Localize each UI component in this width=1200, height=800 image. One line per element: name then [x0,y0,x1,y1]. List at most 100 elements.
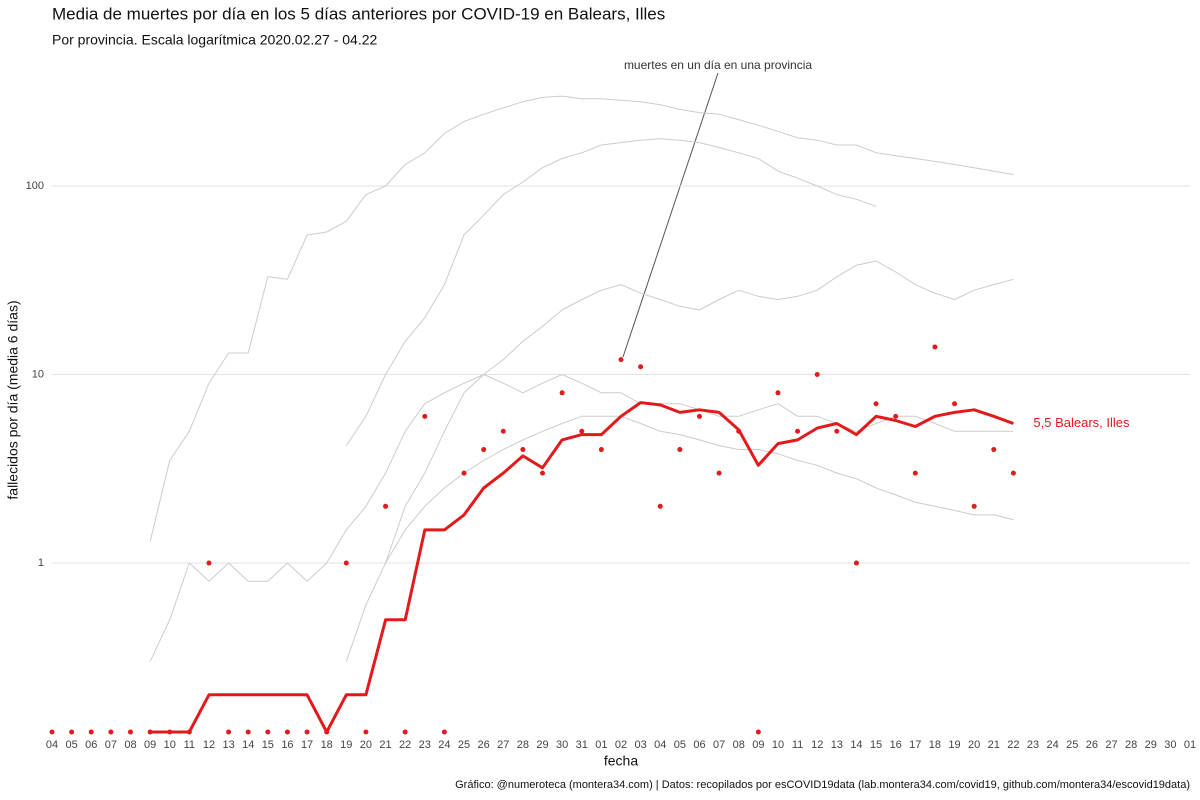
background-line [149,374,1014,662]
daily-point [952,401,958,407]
daily-point [775,390,781,396]
daily-point [834,428,840,434]
x-tick-label: 21 [988,739,1000,751]
x-tick-label: 23 [1027,739,1039,751]
x-tick-label: 28 [517,739,529,751]
daily-point [461,470,467,476]
x-tick-label: 27 [1105,739,1117,751]
x-tick-label: 07 [713,739,725,751]
y-tick-label: 100 [26,180,44,192]
daily-point [127,729,133,735]
daily-point [69,729,75,735]
background-line [345,138,877,446]
daily-point [814,372,820,378]
daily-point [795,428,801,434]
x-axis-label: fecha [604,753,638,769]
daily-point [186,729,192,735]
x-tick-label: 21 [379,739,391,751]
x-tick-label: 10 [772,739,784,751]
daily-point [324,729,330,735]
daily-point [49,729,55,735]
x-tick-label: 16 [890,739,902,751]
x-tick-label: 13 [222,739,234,751]
x-tick-label: 09 [144,739,156,751]
caption: Gráfico: @numeroteca (montera34.com) | D… [455,779,1190,791]
x-tick-label: 26 [478,739,490,751]
daily-point [638,364,644,370]
daily-point [245,729,251,735]
x-tick-label: 19 [948,739,960,751]
x-tick-label: 10 [164,739,176,751]
x-tick-label: 30 [556,739,568,751]
daily-point [304,729,310,735]
x-tick-label: 17 [301,739,313,751]
x-tick-label: 17 [909,739,921,751]
daily-point [88,729,94,735]
x-tick-label: 27 [497,739,509,751]
x-tick-label: 04 [654,739,666,751]
x-tick-label: 01 [1184,739,1196,751]
x-tick-label: 11 [184,739,195,751]
x-tick-label: 04 [46,739,58,751]
daily-point [284,729,290,735]
x-tick-label: 06 [85,739,97,751]
daily-point [598,447,604,453]
daily-point [991,447,997,453]
x-tick-label: 20 [968,739,980,751]
x-tick-label: 26 [1086,739,1098,751]
daily-point [363,729,369,735]
daily-point [873,401,879,407]
x-tick-label: 02 [615,739,627,751]
daily-point [912,470,918,476]
daily-point [716,470,722,476]
x-tick-label: 29 [1145,739,1157,751]
x-tick-label: 18 [929,739,941,751]
annotation: muertes en un día en una provincia [624,58,812,72]
daily-point [206,560,212,566]
daily-point [618,357,624,363]
end-label: 5,5 Balears, Illes [1033,415,1130,430]
y-tick-label: 1 [38,557,44,569]
x-tick-label: 28 [1125,739,1137,751]
x-tick-label: 18 [321,739,333,751]
x-tick-label: 06 [693,739,705,751]
x-tick-label: 16 [281,739,293,751]
daily-point [1010,470,1016,476]
x-tick-label: 09 [752,739,764,751]
x-tick-label: 29 [536,739,548,751]
daily-point [755,729,761,735]
daily-point [402,729,408,735]
daily-point [167,729,173,735]
daily-point [736,428,742,434]
daily-point [540,470,546,476]
x-tick-label: 14 [850,739,862,751]
x-tick-label: 23 [419,739,431,751]
x-tick-label: 14 [242,739,254,751]
x-tick-label: 12 [203,739,215,751]
x-tick-label: 01 [595,739,607,751]
daily-point [579,428,585,434]
x-tick-label: 24 [1047,739,1059,751]
x-tick-label: 15 [870,739,882,751]
chart-subtitle: Por provincia. Escala logarítmica 2020.0… [52,32,378,48]
x-tick-label: 20 [360,739,372,751]
daily-point [108,729,114,735]
x-tick-label: 31 [576,739,588,751]
daily-point [265,729,271,735]
daily-point [226,729,232,735]
x-tick-label: 03 [634,739,646,751]
y-axis-label: fallecidos por día (media 6 días) [5,300,21,499]
x-tick-label: 25 [1066,739,1078,751]
daily-point [677,447,683,453]
chart-title: Media de muertes por día en los 5 días a… [52,4,665,23]
daily-point [441,729,447,735]
daily-point [932,344,938,350]
x-tick-label: 30 [1164,739,1176,751]
x-tick-label: 24 [438,739,450,751]
x-tick-label: 19 [340,739,352,751]
y-tick-label: 10 [32,368,44,380]
x-tick-label: 25 [458,739,470,751]
x-tick-label: 07 [105,739,117,751]
daily-point [481,447,487,453]
